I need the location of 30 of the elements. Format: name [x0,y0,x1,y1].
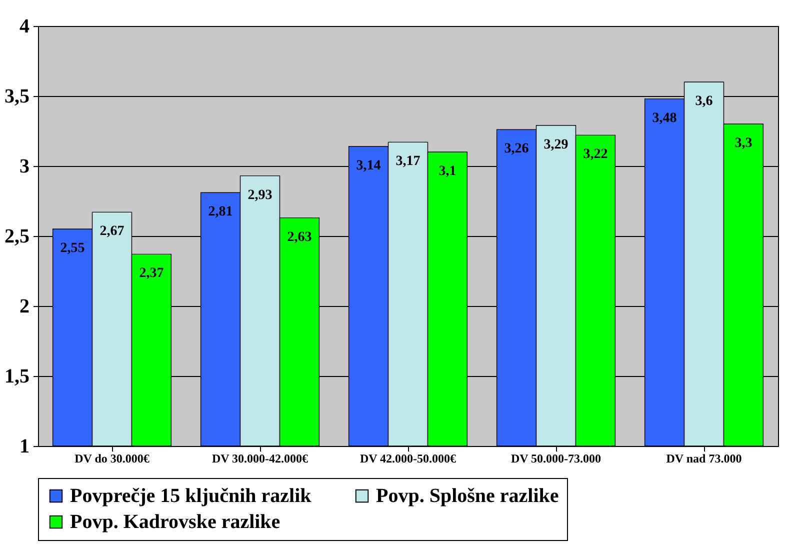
data-label: 2,93 [248,188,272,203]
x-tick-label: DV nad 73.000 [666,452,742,466]
y-tick-label: 2 [20,296,30,318]
data-label: 2,81 [208,204,233,220]
y-tick-label: 1,5 [4,366,30,388]
legend-label: Povp. Splošne razlike [376,485,559,507]
x-tick-label: DV 50.000-73.000 [510,452,602,466]
data-label: 3,29 [544,137,568,152]
data-label: 3,26 [504,142,529,157]
y-tick-label: 3 [20,156,30,178]
data-label: 3,3 [734,136,752,151]
data-label: 2,67 [100,224,124,240]
data-label: 3,48 [652,110,677,126]
data-label: 2,55 [60,241,85,256]
y-tick-label: 1 [20,436,30,458]
data-label: 3,17 [396,154,420,170]
x-tick-label: DV do 30.000€ [74,452,150,466]
y-tick-label: 3,5 [4,86,30,108]
legend-label: Povp. Kadrovske razlike [70,511,280,533]
data-label: 3,1 [438,164,456,179]
data-label: 3,22 [583,147,608,162]
data-label: 2,63 [287,230,312,245]
x-tick-label: DV 42.000-50.000€ [360,452,456,466]
y-tick-label: 4 [20,16,30,38]
data-label: 3,6 [695,94,713,109]
x-tick-label: DV 30.000-42.000€ [212,452,308,466]
data-label: 3,14 [356,158,381,174]
data-label: 2,37 [139,266,164,282]
legend-label: Povprečje 15 ključnih razlik [70,485,312,507]
y-tick-label: 2,5 [4,226,30,248]
